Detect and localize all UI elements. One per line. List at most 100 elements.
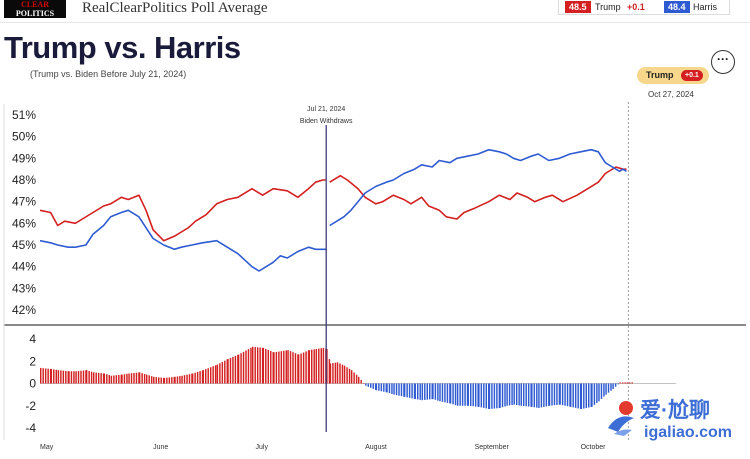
spread-bar	[591, 383, 593, 407]
spread-bar	[44, 368, 47, 384]
spread-bar	[166, 377, 168, 384]
trump-legend-label: Trump	[595, 2, 621, 12]
spread-bar	[85, 370, 88, 384]
more-options-icon[interactable]: ···	[711, 50, 735, 74]
spread-bar	[267, 349, 269, 384]
x-tick-label: September	[475, 444, 510, 451]
spread-bar	[232, 356, 234, 384]
spread-bar	[318, 348, 320, 384]
spread-bar	[202, 370, 204, 384]
spread-bar	[626, 382, 628, 384]
spread-bar	[375, 383, 378, 391]
bird-logo-icon	[608, 401, 634, 436]
spread-bar	[300, 353, 302, 384]
spread-bar	[499, 383, 501, 408]
spread-bar	[556, 383, 558, 405]
spread-bar	[130, 373, 133, 384]
spread-bar	[348, 368, 351, 384]
spread-bar	[181, 375, 183, 384]
spread-bar	[531, 383, 533, 407]
spread-bar	[259, 347, 261, 384]
site-title: RealClearPolitics Poll Average	[82, 0, 268, 16]
spread-bar	[212, 366, 214, 384]
spread-bar	[504, 383, 506, 407]
spread-bar	[624, 382, 626, 384]
spread-bar	[355, 374, 358, 384]
spread-bar	[533, 383, 536, 408]
spread-bar	[250, 347, 252, 384]
harris-value-badge: 48.4	[664, 1, 690, 13]
spread-bar	[372, 383, 374, 389]
spread-bar	[171, 377, 173, 384]
spread-bar	[527, 383, 530, 407]
spread-bar	[176, 376, 179, 384]
x-tick-label: May	[40, 444, 54, 451]
spread-bar	[617, 383, 619, 385]
spread-bar	[68, 371, 70, 384]
spread-bar	[289, 351, 292, 384]
spread-bar	[153, 376, 155, 384]
spread-bar	[408, 383, 411, 398]
spread-bar	[398, 383, 400, 396]
spread-bar	[247, 349, 250, 384]
spread-bar	[536, 383, 538, 408]
spread-bar	[62, 370, 65, 384]
spread-bar	[432, 383, 434, 400]
spread-bar	[328, 359, 331, 384]
spread-bar	[496, 383, 498, 409]
spread-bar	[245, 350, 247, 384]
y-tick-label: 2	[29, 354, 36, 368]
spread-bar	[570, 383, 572, 407]
spread-bar	[380, 383, 383, 392]
spread-bar	[313, 349, 315, 384]
spread-bar	[483, 383, 485, 408]
series-line-trump	[39, 179, 327, 242]
spread-bar	[478, 383, 480, 407]
spread-bar	[411, 383, 413, 399]
spread-bar	[146, 374, 148, 384]
spread-bar	[414, 383, 416, 400]
spread-bar	[343, 365, 346, 384]
page-title: Trump vs. Harris	[4, 30, 241, 65]
spread-bar	[395, 383, 398, 396]
spread-bar	[294, 353, 297, 384]
current-date-label: Oct 27, 2024	[648, 90, 694, 99]
spread-bar	[103, 373, 106, 384]
spread-bar	[614, 383, 617, 387]
spread-bar	[480, 383, 483, 408]
series-line-harris	[39, 209, 327, 272]
spread-bar	[417, 383, 419, 400]
spread-bar	[329, 363, 332, 384]
spread-bar	[454, 383, 457, 406]
rcp-logo[interactable]: CLEAR POLITICS	[4, 0, 66, 18]
spread-bar	[188, 374, 191, 384]
spread-bar	[135, 372, 138, 384]
spread-bar	[446, 383, 449, 403]
spread-bar	[73, 371, 75, 384]
spread-bar	[90, 371, 93, 384]
poll-summary-legend: 48.5 Trump +0.1 48.4 Harris	[558, 0, 730, 15]
spread-bar	[285, 350, 288, 384]
spread-bar	[158, 377, 160, 384]
logo-line2: POLITICS	[15, 9, 55, 18]
spread-bar	[262, 347, 265, 384]
y-tick-label: -2	[25, 399, 36, 413]
spread-bar	[334, 362, 337, 384]
spread-bar	[242, 351, 245, 384]
spread-bar	[168, 377, 171, 384]
y-tick-label: 0	[29, 377, 36, 391]
spread-bar	[270, 351, 272, 384]
spread-bar	[150, 376, 153, 384]
spread-bar	[525, 383, 527, 407]
spread-bar	[186, 374, 188, 384]
spread-bar	[574, 383, 577, 408]
spread-bar	[566, 383, 569, 407]
leader-delta: +0.1	[681, 70, 703, 81]
spread-bar	[459, 383, 461, 406]
y-tick-label: 46%	[12, 216, 36, 230]
top-bar: CLEAR POLITICS RealClearPolitics Poll Av…	[0, 0, 750, 23]
spread-bar	[607, 383, 610, 393]
spread-bar	[148, 375, 150, 384]
series-line-harris	[329, 148, 627, 227]
